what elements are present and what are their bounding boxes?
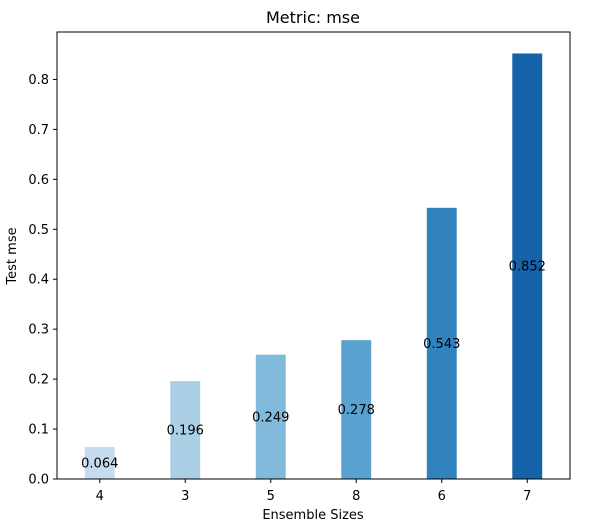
data-label: 0.249	[252, 410, 289, 425]
bar	[170, 381, 201, 479]
y-tick-label: 0.2	[28, 373, 49, 388]
y-tick-label: 0.5	[28, 223, 49, 238]
x-tick-label: 3	[181, 489, 189, 504]
bar	[512, 53, 543, 479]
bar	[341, 340, 372, 479]
axis-ticks: 0.0 0.1 0.2 0.3 0.4 0.5 0.6 0.7 0.8 4 3 5 8 6 7	[28, 73, 531, 504]
data-label: 0.064	[81, 457, 118, 472]
x-tick-label: 6	[438, 489, 446, 504]
x-axis-label: Ensemble Sizes	[262, 508, 364, 523]
y-tick-label: 0.0	[28, 473, 49, 488]
y-tick-label: 0.6	[28, 173, 49, 188]
y-tick-label: 0.3	[28, 323, 49, 338]
chart-title: Metric: mse	[266, 8, 360, 27]
bars	[84, 53, 543, 479]
data-label: 0.278	[338, 403, 375, 418]
data-label: 0.196	[167, 424, 204, 439]
plot-frame	[56, 31, 571, 480]
data-label: 0.543	[423, 337, 460, 352]
y-tick-label: 0.8	[28, 73, 49, 88]
y-tick-label: 0.7	[28, 123, 49, 138]
bar	[84, 447, 115, 479]
y-axis-label: Test mse	[5, 227, 20, 285]
data-labels: 0.064 0.196 0.249 0.278 0.543 0.852	[81, 260, 546, 472]
x-tick-label: 4	[96, 489, 104, 504]
x-tick-label: 5	[267, 489, 275, 504]
data-label: 0.852	[509, 260, 546, 275]
bar	[255, 354, 286, 479]
x-tick-label: 7	[523, 489, 531, 504]
y-tick-label: 0.1	[28, 423, 49, 438]
y-tick-label: 0.4	[28, 273, 49, 288]
x-tick-label: 8	[352, 489, 360, 504]
bar	[426, 207, 457, 479]
